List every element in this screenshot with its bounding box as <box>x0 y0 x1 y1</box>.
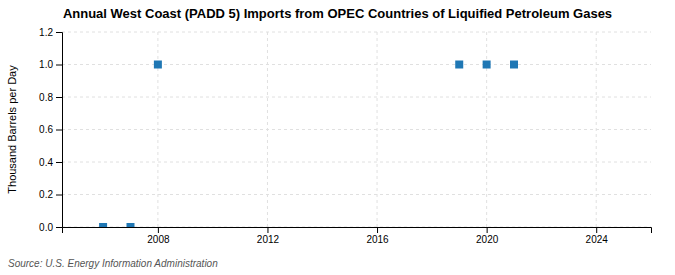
title: Annual West Coast (PADD 5) Imports from … <box>63 6 612 21</box>
grid-line <box>62 194 651 195</box>
y-tick-mark <box>56 130 62 131</box>
x-tick: 2008 <box>147 227 170 245</box>
y-tick-mark <box>56 227 62 228</box>
x-axis-line <box>63 228 652 234</box>
point <box>99 223 107 227</box>
y-tick: 0.2 <box>39 189 62 200</box>
grid-line <box>62 162 651 163</box>
x-tick-mark <box>158 227 159 233</box>
y-tick: 0.0 <box>39 222 62 233</box>
grid-line <box>62 97 651 98</box>
x-tick: 2020 <box>476 227 499 245</box>
chart: 2008 2012 2016 2020 2024 0.0 0.2 0.4 0.6 0.8 1.0 1.… <box>0 0 675 275</box>
x-tick-label: 2024 <box>586 234 609 245</box>
x-tick: 2024 <box>586 227 609 245</box>
point <box>483 61 491 69</box>
grid-line <box>62 64 651 65</box>
x-tick-label: 2008 <box>147 234 170 245</box>
x-tick-mark <box>487 227 488 233</box>
x-tick-label: 2020 <box>476 234 499 245</box>
x-tick-label: 2012 <box>257 234 280 245</box>
point <box>455 61 463 69</box>
y-tick: 0.4 <box>39 157 62 168</box>
point <box>510 61 518 69</box>
y-tick-mark <box>56 97 62 98</box>
point <box>154 61 162 69</box>
x-tick: 2012 <box>257 227 280 245</box>
x-tick-label: 2016 <box>366 234 389 245</box>
grid-line <box>62 32 651 33</box>
y-tick-label: 0.2 <box>39 189 53 200</box>
y-tick-label: 0.4 <box>39 157 53 168</box>
y-tick-label: 0.8 <box>39 92 53 103</box>
y-axis-title: Thousand Barrels per Day <box>6 65 18 194</box>
y-tick-mark <box>56 32 62 33</box>
point <box>126 223 134 227</box>
y-tick-label: 0.0 <box>39 222 53 233</box>
y-tick: 0.6 <box>39 124 62 135</box>
x-axis: 2008 2012 2016 2020 2024 <box>63 227 652 245</box>
y-axis-line <box>56 33 63 228</box>
y-tick-label: 0.6 <box>39 124 53 135</box>
x-tick-mark <box>377 227 378 233</box>
y-tick-mark <box>56 195 62 196</box>
y-tick-mark <box>56 65 62 66</box>
y-axis: 0.0 0.2 0.4 0.6 0.8 1.0 1.2 <box>39 27 62 233</box>
y-tick-mark <box>56 162 62 163</box>
y-tick: 0.8 <box>39 92 62 103</box>
plot: 2008 2012 2016 2020 2024 0.0 0.2 0.4 0.6 0.8 1.0 1.… <box>39 27 651 245</box>
x-tick: 2016 <box>366 227 389 245</box>
grid-line <box>62 129 651 130</box>
y-tick-label: 1.0 <box>39 59 53 70</box>
grid <box>62 32 651 227</box>
points <box>99 61 518 228</box>
grid-line <box>377 32 378 227</box>
x-tick-mark <box>596 227 597 233</box>
grid-line <box>596 32 597 227</box>
x-tick-mark <box>267 227 268 233</box>
source-note: Source: U.S. Energy Information Administ… <box>8 258 218 269</box>
y-tick-label: 1.2 <box>39 27 53 38</box>
y-tick: 1.0 <box>39 59 62 70</box>
grid-line <box>267 32 268 227</box>
y-tick: 1.2 <box>39 27 62 38</box>
